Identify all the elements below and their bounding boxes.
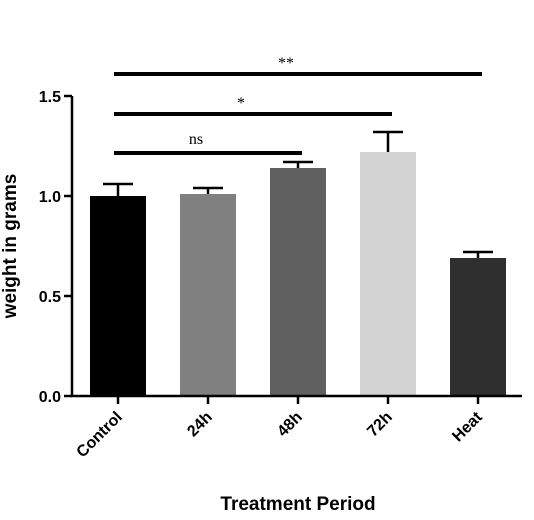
x-tick-label: 72h — [364, 409, 396, 441]
x-tick-label: 48h — [274, 409, 306, 441]
x-tick-label: Control — [74, 409, 126, 461]
axes — [70, 96, 522, 398]
significance-label: ** — [278, 55, 294, 72]
significance-brackets: ns*** — [114, 55, 482, 155]
x-tick-label: Heat — [449, 408, 486, 445]
bars — [90, 130, 506, 396]
bar-48h — [270, 168, 326, 396]
x-ticks: Control 24h 48h 72h Heat — [74, 396, 486, 461]
y-tick-label: 1.0 — [39, 189, 61, 206]
y-tick-label: 0.0 — [39, 389, 61, 406]
x-tick-label: 24h — [184, 409, 216, 441]
bar-72h — [360, 152, 416, 396]
significance-label: * — [237, 95, 245, 112]
y-axis-title: weight in grams — [0, 174, 21, 320]
bar-heat — [450, 258, 506, 396]
bar-control — [90, 196, 146, 396]
bar-24h — [180, 194, 236, 396]
y-tick-label: 1.5 — [39, 89, 61, 106]
significance-label: ns — [189, 131, 203, 148]
x-axis-title: Treatment Period — [220, 494, 375, 515]
y-tick-label: 0.5 — [39, 289, 61, 306]
y-ticks: 0.0 0.5 1.0 1.5 — [39, 89, 72, 406]
